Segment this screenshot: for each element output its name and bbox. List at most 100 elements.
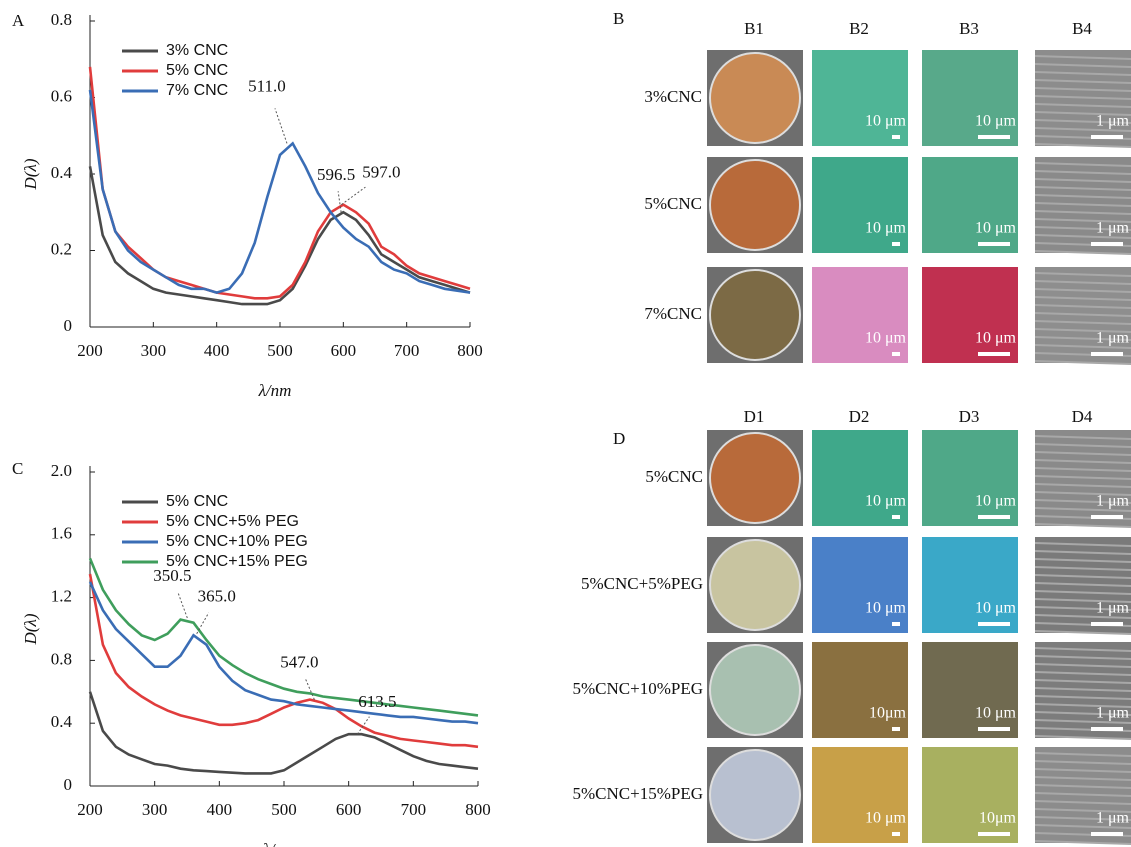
micrograph [812, 747, 908, 843]
row-label: 7%CNC [644, 304, 702, 323]
sample-photo [710, 433, 800, 523]
scale-bar [892, 135, 900, 139]
scale-bar-label: 10 μm [975, 600, 1017, 617]
legend-label: 3% CNC [166, 42, 228, 59]
scale-bar-label: 1 μm [1096, 810, 1130, 827]
legend-label: 5% CNC [166, 62, 228, 79]
scale-bar-label: 1 μm [1096, 330, 1130, 347]
y-tick-label: 0 [64, 775, 73, 794]
micrograph [922, 267, 1018, 363]
panel-letter: B [613, 9, 624, 28]
annotation: 547.0 [280, 653, 318, 672]
y-tick-label: 0.8 [51, 10, 72, 29]
annotation-leader [275, 108, 287, 143]
scale-bar-label: 1 μm [1096, 493, 1130, 510]
scale-bar [978, 832, 1010, 836]
column-header: D3 [959, 407, 980, 426]
row-label: 5%CNC+10%PEG [573, 679, 703, 698]
scale-bar-label: 10 μm [975, 705, 1017, 722]
micrograph [812, 537, 908, 633]
micrograph [922, 537, 1018, 633]
annotation: 365.0 [198, 587, 236, 606]
scale-bar-label: 1 μm [1096, 220, 1130, 237]
sample-photo [710, 270, 800, 360]
scale-bar-label: 10 μm [865, 113, 907, 130]
scale-bar [978, 242, 1010, 246]
column-header: B4 [1072, 19, 1092, 38]
scale-bar [1091, 622, 1123, 626]
scale-bar-label: 10 μm [865, 220, 907, 237]
x-tick-label: 700 [401, 800, 427, 819]
scale-bar [978, 135, 1010, 139]
scale-bar [978, 622, 1010, 626]
annotation: 613.5 [358, 692, 396, 711]
x-axis-label: λ/nm [262, 840, 296, 847]
sample-photo [710, 53, 800, 143]
scale-bar-label: 10 μm [865, 600, 907, 617]
scale-bar-label: 10 μm [975, 220, 1017, 237]
row-label: 5%CNC [645, 467, 703, 486]
micrograph [922, 642, 1018, 738]
sample-photo [710, 540, 800, 630]
micrograph [922, 747, 1018, 843]
scale-bar-label: 1 μm [1096, 113, 1130, 130]
x-tick-label: 500 [271, 800, 297, 819]
scale-bar-label: 10 μm [975, 113, 1017, 130]
scale-bar-label: 1 μm [1096, 600, 1130, 617]
sample-photo [710, 645, 800, 735]
y-axis-label: D(λ) [21, 613, 40, 645]
y-tick-label: 0 [64, 316, 73, 335]
scale-bar-label: 10 μm [975, 330, 1017, 347]
annotation-leader [305, 679, 314, 700]
micrograph [922, 157, 1018, 253]
micrograph [922, 430, 1018, 526]
annotation: 350.5 [153, 566, 191, 585]
scale-bar [892, 515, 900, 519]
x-tick-label: 200 [77, 800, 103, 819]
x-tick-label: 400 [204, 341, 230, 360]
column-header: D2 [849, 407, 870, 426]
scale-bar [978, 352, 1010, 356]
annotation: 597.0 [362, 163, 400, 182]
scale-bar [892, 832, 900, 836]
x-tick-label: 600 [331, 341, 357, 360]
scale-bar [1091, 135, 1123, 139]
legend-label: 5% CNC+5% PEG [166, 513, 299, 530]
column-header: B3 [959, 19, 979, 38]
scale-bar [892, 352, 900, 356]
y-tick-label: 0.2 [51, 239, 72, 258]
figure: A00.20.40.60.8200300400500600700800λ/nmD… [0, 0, 1131, 847]
x-tick-label: 700 [394, 341, 420, 360]
micrograph [812, 642, 908, 738]
scale-bar-label: 10μm [979, 810, 1017, 827]
annotation-leader [178, 594, 187, 619]
annotation: 511.0 [248, 76, 286, 95]
x-axis-label: λ/nm [258, 381, 292, 400]
x-tick-label: 300 [142, 800, 168, 819]
x-tick-label: 800 [465, 800, 491, 819]
scale-bar [892, 727, 900, 731]
x-tick-label: 300 [141, 341, 167, 360]
scale-bar [1091, 515, 1123, 519]
row-label: 5%CNC+5%PEG [581, 574, 703, 593]
sample-photo [710, 160, 800, 250]
micrograph [812, 157, 908, 253]
scale-bar-label: 10 μm [865, 493, 907, 510]
scale-bar [1091, 242, 1123, 246]
sample-photo [710, 750, 800, 840]
panel-letter: D [613, 429, 625, 448]
y-tick-label: 0.4 [51, 163, 73, 182]
x-tick-label: 400 [207, 800, 233, 819]
scale-bar [892, 242, 900, 246]
series-line [90, 166, 470, 304]
legend-label: 7% CNC [166, 82, 228, 99]
row-label: 3%CNC [644, 87, 702, 106]
legend-label: 5% CNC+10% PEG [166, 533, 308, 550]
scale-bar-label: 10 μm [975, 493, 1017, 510]
micrograph [922, 50, 1018, 146]
column-header: B1 [744, 19, 764, 38]
legend-label: 5% CNC [166, 493, 228, 510]
scale-bar [1091, 352, 1123, 356]
column-header: D1 [744, 407, 765, 426]
y-tick-label: 1.6 [51, 524, 72, 543]
